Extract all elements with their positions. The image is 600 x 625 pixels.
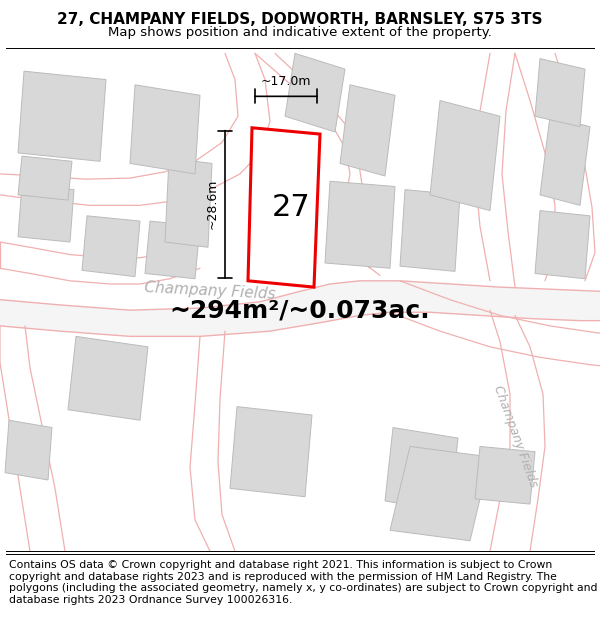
Polygon shape — [130, 85, 200, 174]
Text: 27: 27 — [272, 193, 311, 222]
Polygon shape — [248, 127, 320, 287]
Polygon shape — [18, 156, 72, 200]
Polygon shape — [0, 281, 600, 336]
Polygon shape — [230, 407, 312, 497]
Polygon shape — [535, 211, 590, 279]
Polygon shape — [340, 85, 395, 176]
Text: ~28.6m: ~28.6m — [205, 179, 218, 229]
Polygon shape — [285, 53, 345, 132]
Polygon shape — [82, 216, 140, 277]
Polygon shape — [430, 101, 500, 211]
Polygon shape — [400, 189, 460, 271]
Polygon shape — [68, 336, 148, 420]
Polygon shape — [475, 446, 535, 504]
Polygon shape — [165, 158, 212, 248]
Polygon shape — [325, 181, 395, 268]
Polygon shape — [145, 221, 200, 279]
Text: Contains OS data © Crown copyright and database right 2021. This information is : Contains OS data © Crown copyright and d… — [9, 560, 598, 605]
Polygon shape — [390, 446, 490, 541]
Text: Champany Fields: Champany Fields — [144, 281, 276, 302]
Text: ~294m²/~0.073ac.: ~294m²/~0.073ac. — [170, 298, 430, 322]
Polygon shape — [540, 116, 590, 206]
Polygon shape — [18, 184, 74, 242]
Text: ~17.0m: ~17.0m — [261, 75, 311, 88]
Polygon shape — [5, 420, 52, 480]
Polygon shape — [535, 59, 585, 127]
Text: Map shows position and indicative extent of the property.: Map shows position and indicative extent… — [108, 26, 492, 39]
Polygon shape — [385, 428, 458, 511]
Polygon shape — [18, 71, 106, 161]
Text: 27, CHAMPANY FIELDS, DODWORTH, BARNSLEY, S75 3TS: 27, CHAMPANY FIELDS, DODWORTH, BARNSLEY,… — [57, 12, 543, 27]
Text: Champany Fields: Champany Fields — [491, 383, 539, 489]
